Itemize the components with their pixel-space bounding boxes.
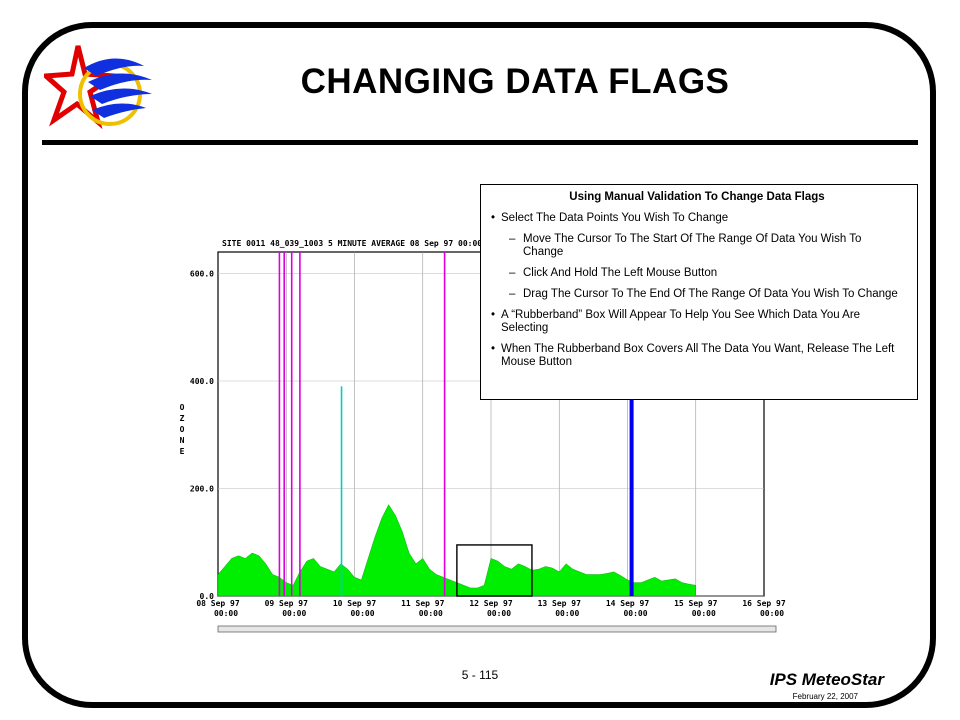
slide-title: CHANGING DATA FLAGS <box>300 62 730 101</box>
y-tick-label: 200.0 <box>190 485 214 494</box>
x-tick-time: 00:00 <box>623 609 647 618</box>
callout-bullet: A “Rubberband” Box Will Appear To Help Y… <box>491 309 903 335</box>
x-tick-time: 00:00 <box>487 609 511 618</box>
y-tick-label: 400.0 <box>190 377 214 386</box>
ozone-area <box>217 504 696 597</box>
y-tick-label: 0.0 <box>200 592 215 601</box>
meteostar-logo <box>44 45 152 130</box>
x-tick-time: 00:00 <box>350 609 374 618</box>
x-tick-label: 11 Sep 97 <box>401 599 445 608</box>
x-tick-time: 00:00 <box>760 609 784 618</box>
instruction-callout: Using Manual Validation To Change Data F… <box>480 184 918 400</box>
callout-bullet: Select The Data Points You Wish To Chang… <box>491 212 903 225</box>
y-axis-letter: O <box>180 425 185 434</box>
x-tick-label: 13 Sep 97 <box>538 599 582 608</box>
x-tick-label: 10 Sep 97 <box>333 599 377 608</box>
x-tick-time: 00:00 <box>692 609 716 618</box>
slide-date: February 22, 2007 <box>792 692 858 701</box>
x-tick-label: 08 Sep 97 <box>196 599 240 608</box>
slide-frame <box>22 22 936 708</box>
x-tick-label: 12 Sep 97 <box>469 599 513 608</box>
y-tick-label: 600.0 <box>190 270 214 279</box>
x-tick-time: 00:00 <box>555 609 579 618</box>
y-axis-letter: O <box>180 403 185 412</box>
title-divider <box>42 140 918 145</box>
page-number: 5 - 115 <box>461 668 499 682</box>
x-tick-label: 14 Sep 97 <box>606 599 650 608</box>
y-axis-letter: E <box>180 447 185 456</box>
x-tick-time: 00:00 <box>282 609 306 618</box>
chart-header: SITE 0011 48_039_1003 5 MINUTE AVERAGE 0… <box>222 239 482 248</box>
x-tick-label: 09 Sep 97 <box>265 599 309 608</box>
callout-subbullet: Click And Hold The Left Mouse Button <box>491 267 903 280</box>
x-tick-time: 00:00 <box>419 609 443 618</box>
callout-subbullet: Drag The Cursor To The End Of The Range … <box>491 288 903 301</box>
brand-name: IPS MeteoStar <box>769 670 884 689</box>
callout-title: Using Manual Validation To Change Data F… <box>569 191 825 203</box>
x-tick-time: 00:00 <box>214 609 238 618</box>
callout-subbullet: Move The Cursor To The Start Of The Rang… <box>491 233 903 259</box>
x-tick-label: 15 Sep 97 <box>674 599 718 608</box>
callout-bullet: When The Rubberband Box Covers All The D… <box>491 343 903 369</box>
ozone-chart: SITE 0011 48_039_1003 5 MINUTE AVERAGE 0… <box>180 239 786 633</box>
rubberband-box <box>456 544 533 597</box>
x-tick-label: 16 Sep 97 <box>742 599 786 608</box>
y-axis-letter: Z <box>180 414 185 423</box>
y-axis-letter: N <box>180 436 185 445</box>
horizontal-scrollbar <box>217 625 777 633</box>
